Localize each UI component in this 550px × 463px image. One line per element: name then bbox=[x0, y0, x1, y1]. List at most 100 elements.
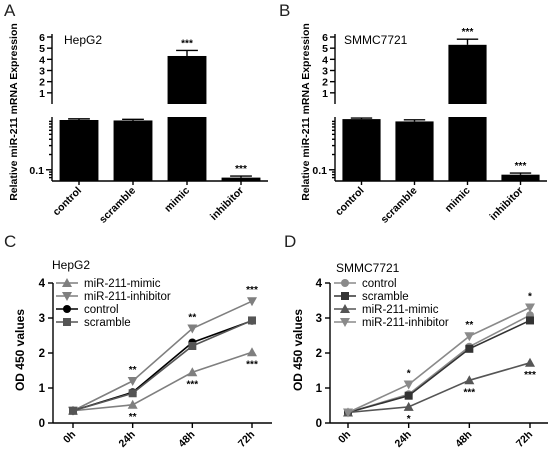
panel-d-data-point-miR-211-mimic bbox=[525, 357, 535, 367]
panel-b-y-tick-label: 6 bbox=[322, 32, 328, 44]
panel-c-y-tick-label: 0 bbox=[39, 418, 45, 430]
panel-c-data-point-miR-211-inhibitor bbox=[187, 324, 198, 334]
panel-letter-c: C bbox=[4, 232, 16, 251]
panel-c-y-tick-label: 3 bbox=[39, 313, 45, 325]
panel-a-cell-line-label: HepG2 bbox=[64, 33, 102, 47]
panel-d-cell-line-label: SMMC7721 bbox=[336, 261, 400, 275]
panel-b-y-tick-label: 0.1 bbox=[312, 165, 327, 177]
panel-d-significance-label: * bbox=[407, 414, 411, 425]
panel-a-category-label: control bbox=[50, 185, 84, 219]
panel-c-cell-line-label: HepG2 bbox=[52, 258, 90, 272]
panel-c-series-line-miR-211-inhibitor bbox=[72, 300, 253, 412]
panel-b-y-tick-label: 3 bbox=[322, 66, 328, 78]
panel-d-x-tick-label: 48h bbox=[453, 429, 474, 450]
panel-c-legend-label: miR-211-inhibitor bbox=[84, 291, 171, 303]
panel-d-y-axis-title: OD 450 values bbox=[291, 309, 305, 391]
panel-c-data-point-miR-211-mimic bbox=[187, 367, 198, 377]
panel-a-significance-label: *** bbox=[181, 38, 193, 49]
panel-c-legend-marker bbox=[63, 318, 71, 326]
panel-d-y-tick-label: 3 bbox=[316, 313, 322, 325]
panel-d-significance-label: * bbox=[407, 369, 411, 380]
panel-d-significance-label: * bbox=[528, 292, 532, 303]
panel-c-legend-marker bbox=[62, 292, 72, 301]
panel-c-legend-label: control bbox=[84, 304, 119, 316]
panel-c-legend-label: miR-211-mimic bbox=[84, 278, 161, 290]
panel-d-x-tick-label: 24h bbox=[393, 429, 414, 450]
panel-a-category-label: inhibitor bbox=[208, 185, 246, 223]
panel-c-significance-label: ** bbox=[188, 313, 196, 324]
panel-c-significance-label: *** bbox=[246, 359, 258, 370]
panel-d-data-point-miR-211-mimic bbox=[464, 375, 475, 385]
panel-letter-a: A bbox=[4, 1, 16, 20]
panel-d-series-line-miR-211-inhibitor bbox=[347, 306, 531, 414]
panel-b-category-label: control bbox=[333, 185, 367, 219]
panel-b: B Relative miR-211 mRNA Expression SMMC7… bbox=[279, 1, 547, 226]
panel-a-bar-inhibitor bbox=[221, 177, 261, 181]
panel-d: D OD 450 values SMMC7721 0 1 2 3 4 0h 24h 48h 72… bbox=[284, 232, 548, 450]
panel-a-y-axis-title: Relative miR-211 mRNA Expression bbox=[8, 23, 20, 201]
panel-a-bar-mimic bbox=[167, 55, 207, 104]
panel-d-data-point-miR-211-inhibitor bbox=[343, 408, 353, 418]
panel-d-series-line-control bbox=[347, 314, 531, 414]
panel-d-y-tick-label: 2 bbox=[316, 348, 322, 360]
panel-a-y-tick-label: 6 bbox=[39, 32, 45, 44]
panel-a-y-tick-label: 3 bbox=[39, 66, 45, 78]
panel-a-category-label: scramble bbox=[97, 185, 138, 226]
panel-b-y-tick-label: 4 bbox=[322, 54, 328, 66]
panel-a-bar-control bbox=[59, 119, 99, 181]
panel-d-legend-marker bbox=[341, 279, 349, 287]
panel-c-data-point-scramble bbox=[188, 342, 197, 350]
panel-c-x-tick-label: 72h bbox=[236, 429, 257, 450]
panel-b-category-label: inhibitor bbox=[487, 185, 525, 223]
panel-d-significance-label: *** bbox=[463, 387, 475, 398]
panel-c-significance-label: *** bbox=[246, 285, 258, 296]
panel-d-legend-marker bbox=[341, 292, 349, 300]
panel-d-series-line-miR-211-mimic bbox=[347, 362, 531, 414]
panel-a-significance-label: *** bbox=[235, 164, 247, 175]
panel-c-legend-marker bbox=[62, 278, 72, 287]
panel-d-data-point-scramble bbox=[404, 391, 413, 400]
panel-b-bar-mimic bbox=[448, 44, 487, 104]
panel-d-significance-label: *** bbox=[524, 370, 536, 381]
panel-letter-b: B bbox=[279, 1, 290, 20]
panel-c-significance-label: *** bbox=[186, 379, 198, 390]
panel-b-significance-label: *** bbox=[462, 27, 474, 38]
panel-a: A Relative miR-211 mRNA Expression HepG2… bbox=[4, 1, 268, 226]
panel-b-bar-scramble bbox=[395, 121, 434, 181]
panel-d-legend-label: control bbox=[362, 278, 397, 290]
panel-d-y-tick-label: 4 bbox=[316, 278, 323, 290]
panel-c-data-point-scramble bbox=[248, 316, 256, 325]
panel-d-legend-label: miR-211-mimic bbox=[362, 304, 439, 316]
panel-c-series-line-scramble bbox=[72, 319, 253, 412]
panel-d-y-tick-label: 1 bbox=[316, 383, 323, 395]
panel-c-legend-label: scramble bbox=[84, 317, 131, 329]
panel-d-data-point-scramble bbox=[526, 316, 534, 325]
panel-b-y-axis-title: Relative miR-211 mRNA Expression bbox=[300, 23, 312, 201]
panel-d-legend-marker bbox=[340, 318, 350, 327]
panel-c-significance-label: ** bbox=[129, 365, 137, 376]
panel-b-y-tick-label: 5 bbox=[322, 43, 328, 55]
panel-d-significance-label: ** bbox=[465, 320, 473, 331]
panel-b-y-tick-label: 1 bbox=[322, 88, 328, 100]
panel-a-y-tick-label: 0.1 bbox=[29, 165, 44, 177]
panel-c-data-point-miR-211-inhibitor bbox=[247, 297, 257, 307]
panel-c-data-point-miR-211-mimic bbox=[247, 347, 257, 357]
panel-d-series-line-scramble bbox=[347, 319, 531, 414]
panel-c-y-tick-label: 1 bbox=[39, 383, 46, 395]
panel-c-significance-label: ** bbox=[129, 412, 137, 423]
panel-a-category-label: mimic bbox=[162, 185, 192, 215]
panel-a-y-tick-label: 2 bbox=[39, 77, 45, 89]
panel-c: C OD 450 values HepG2 0 1 2 3 4 0h 24h 48h 72h **… bbox=[4, 232, 272, 450]
panel-b-category-label: scramble bbox=[379, 185, 420, 226]
panel-d-legend-marker bbox=[340, 304, 350, 313]
panel-a-bar-scramble bbox=[113, 120, 153, 181]
panel-d-data-point-miR-211-inhibitor bbox=[525, 303, 535, 313]
panel-d-x-tick-label: 0h bbox=[336, 429, 353, 446]
panel-c-data-point-scramble bbox=[69, 406, 77, 415]
panel-d-legend-label: miR-211-inhibitor bbox=[362, 317, 449, 329]
